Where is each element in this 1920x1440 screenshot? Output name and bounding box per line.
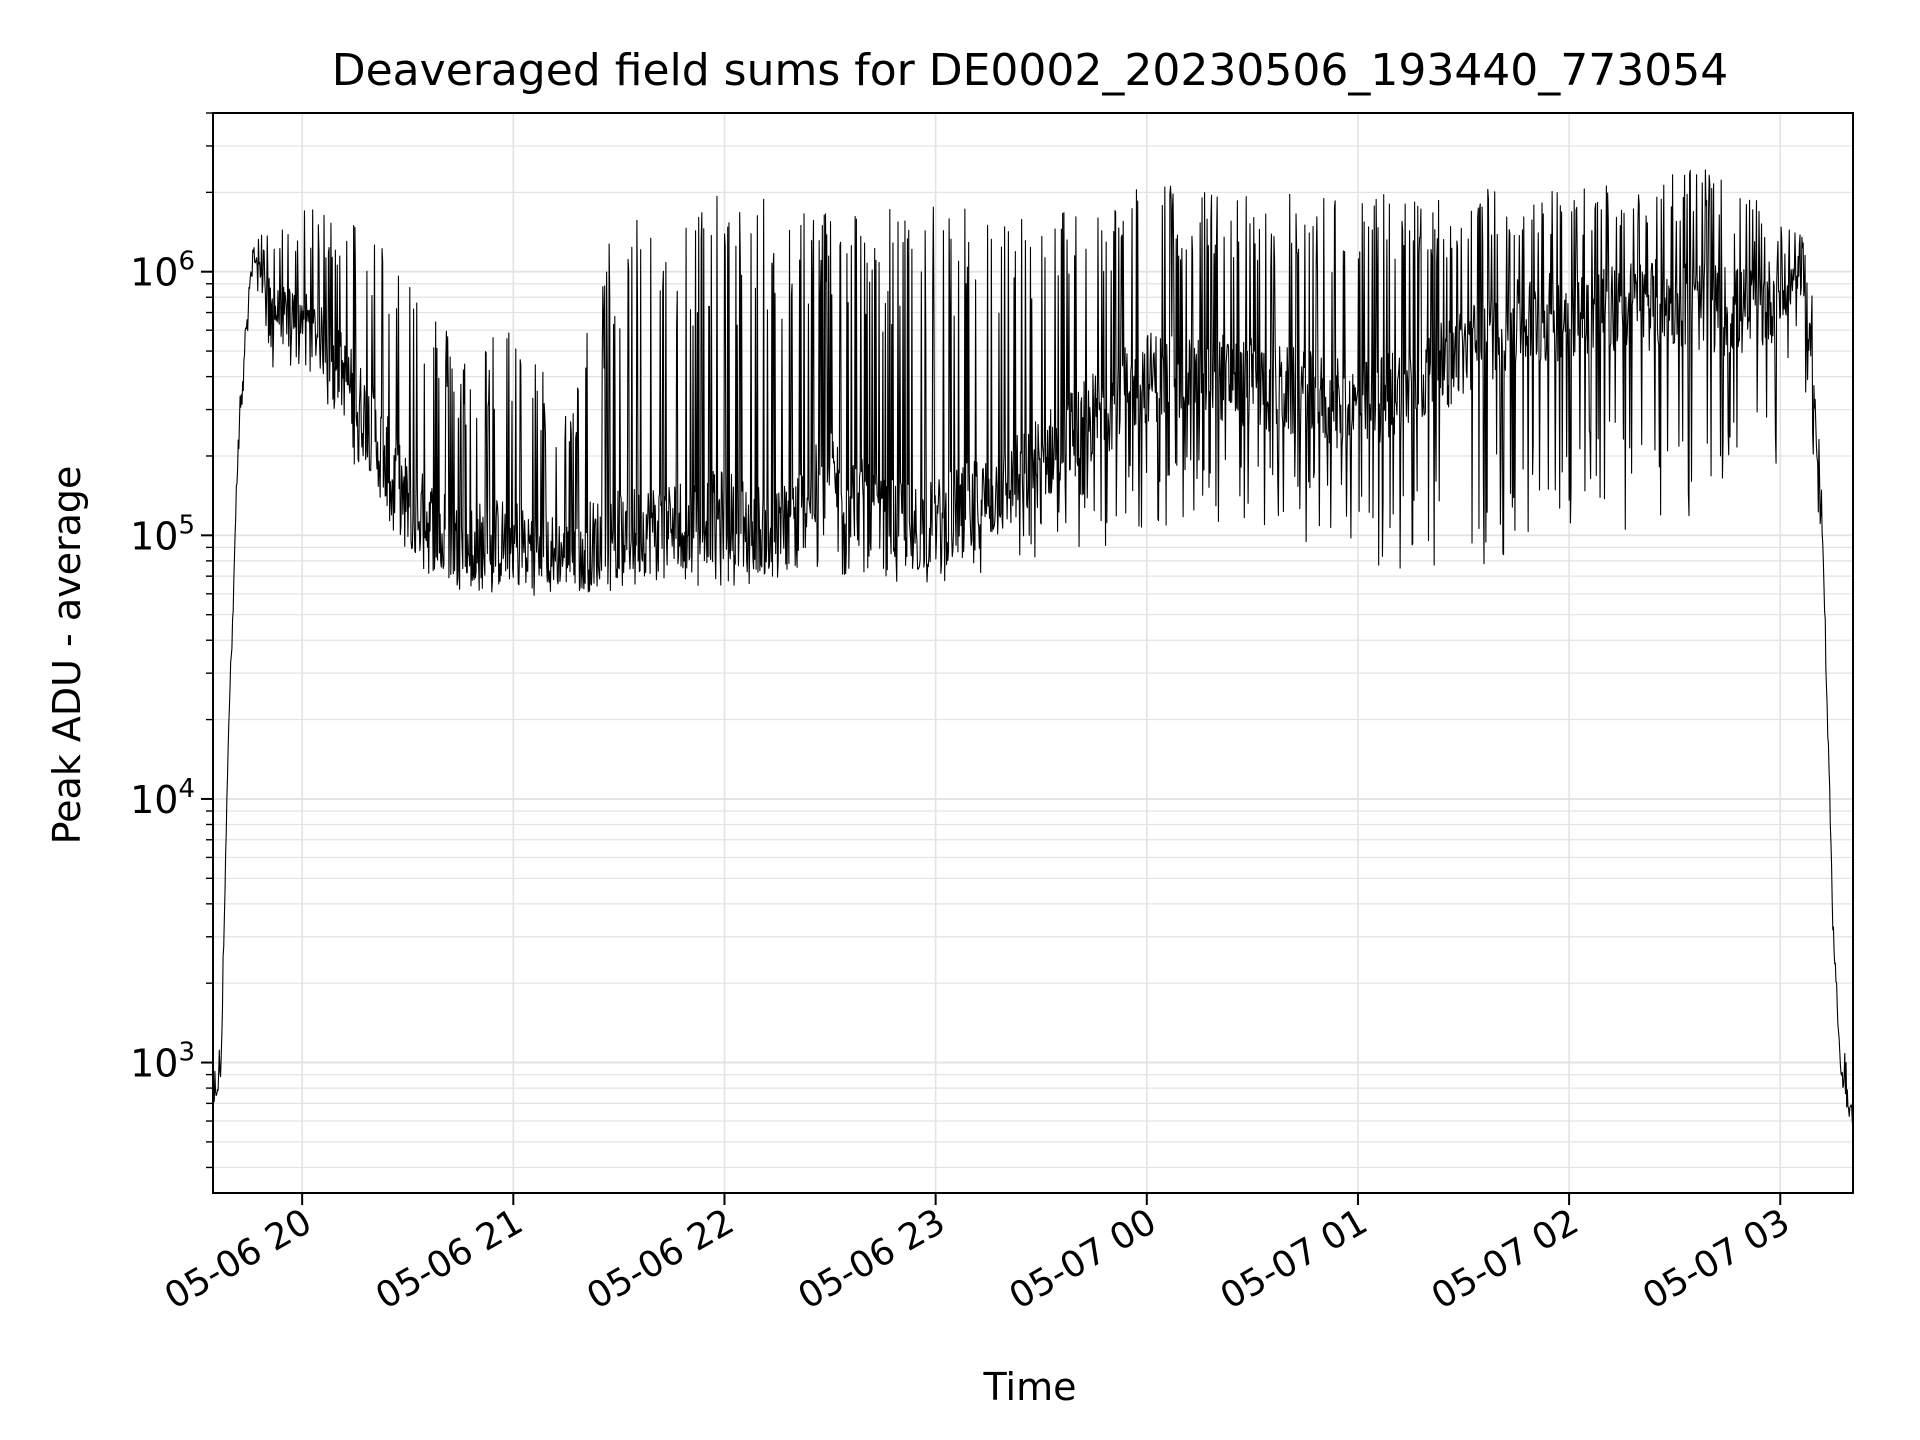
y-axis-ticks: 103 104 105 106 bbox=[130, 112, 213, 1169]
y-tick-label: 105 bbox=[130, 510, 195, 558]
series-line bbox=[212, 169, 1854, 1124]
chart-title: Deaveraged field sums for DE0002_2023050… bbox=[332, 45, 1729, 96]
x-axis-label: Time bbox=[983, 1365, 1077, 1409]
y-tick-label: 103 bbox=[130, 1038, 195, 1086]
y-tick-label: 106 bbox=[130, 247, 195, 295]
series-group bbox=[212, 169, 1854, 1124]
y-tick-label: 104 bbox=[130, 774, 195, 822]
plot-frame bbox=[212, 112, 1854, 1194]
y-axis-label: Peak ADU - average bbox=[45, 466, 89, 845]
